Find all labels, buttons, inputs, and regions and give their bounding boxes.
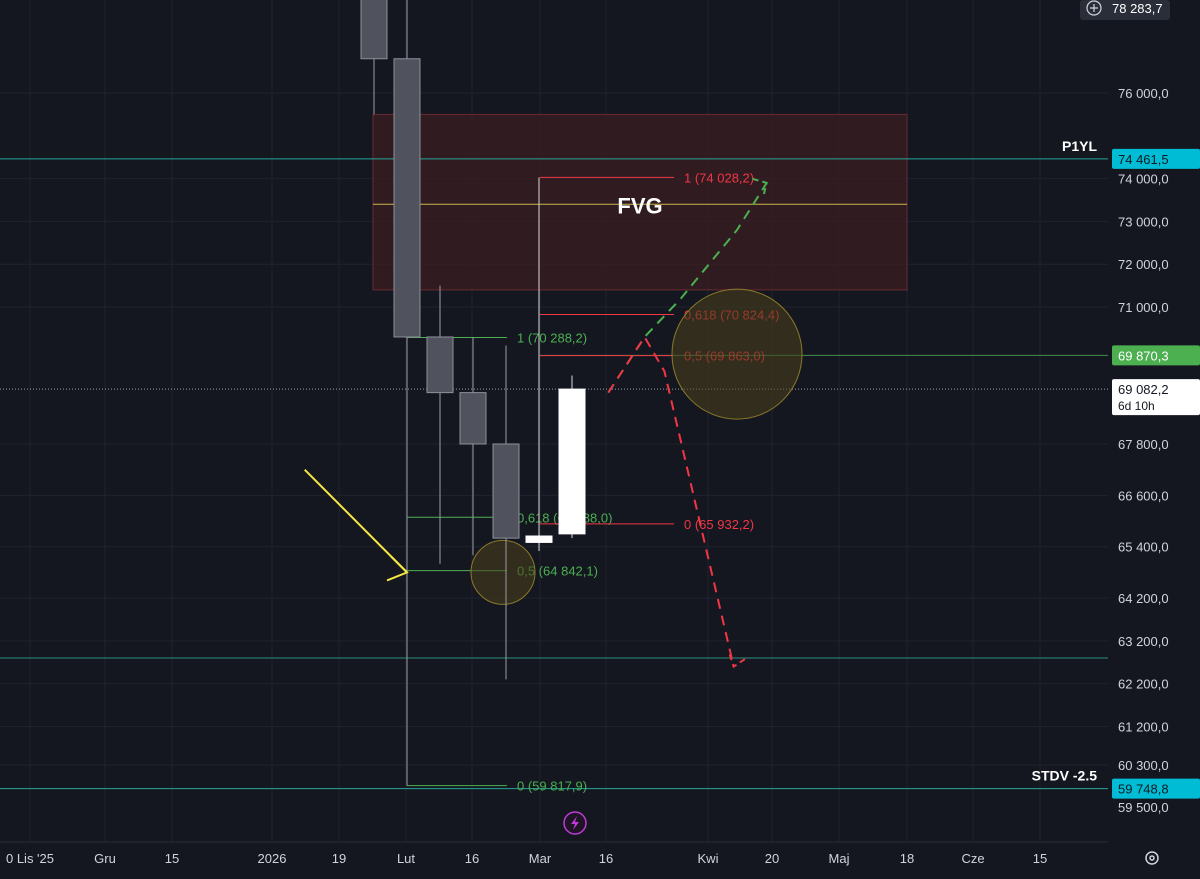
price-label-box-cyan: [1112, 148, 1200, 169]
price-tag-stdv-2.5: STDV -2.5: [1032, 768, 1098, 784]
price-labels-layer: 78 283,7 74 461,5 P1YL 69 870,3 69 082,2 6d 1…: [1032, 0, 1200, 799]
price-label-box-cyan: [1112, 778, 1200, 799]
x-tick-label: Mar: [529, 851, 552, 866]
y-tick-label: 72 000,0: [1118, 257, 1169, 272]
x-tick-label: 0 Lis '25: [6, 851, 54, 866]
bolt-shape: [571, 816, 579, 830]
fvg-zone: [372, 113, 908, 291]
lightning-icon[interactable]: [563, 811, 587, 835]
gear-center: [1149, 855, 1155, 861]
candle-body[interactable]: [492, 443, 520, 539]
y-tick-label: 76 000,0: [1118, 86, 1169, 101]
price-tag-p1yl: P1YL: [1062, 138, 1097, 154]
candle-body[interactable]: [525, 535, 553, 543]
candle-body[interactable]: [360, 0, 388, 60]
y-tick-label: 74 000,0: [1118, 172, 1169, 187]
top-price-label: 78 283,7: [1112, 1, 1163, 16]
x-tick-label: 19: [332, 851, 346, 866]
projection-red-head: [728, 654, 747, 669]
plus-shape: [1090, 4, 1098, 12]
fib-red-label: 0 (65 932,2): [684, 517, 754, 532]
arrow-layer: [303, 468, 409, 582]
projection-green: [607, 182, 768, 394]
candles-layer[interactable]: [360, 0, 586, 786]
price-label-box-green: [1112, 345, 1200, 366]
highlight-circle: [671, 288, 803, 420]
highlight-circle: [470, 539, 536, 605]
plus-circle-icon[interactable]: [1086, 0, 1102, 16]
y-tick-label: 71 000,0: [1118, 300, 1169, 315]
x-tick-label: 15: [1033, 851, 1047, 866]
x-axis-bg: [0, 842, 1200, 874]
top-price-box[interactable]: [1080, 0, 1170, 20]
fvg-layer: FVG: [372, 113, 908, 291]
x-tick-label: Lut: [397, 851, 415, 866]
fvg-label: FVG: [617, 193, 662, 218]
y-tick-label: 63 200,0: [1118, 634, 1169, 649]
projection-green-head: [752, 177, 768, 196]
circles-layer: [470, 288, 803, 605]
x-tick-label: 16: [599, 851, 613, 866]
yellow-arrow: [303, 468, 408, 574]
fib-red-label: 1 (74 028,2): [684, 170, 754, 185]
y-tick-label: 65 400,0: [1118, 540, 1169, 555]
price-label-value: 69 870,3: [1118, 348, 1169, 363]
y-tick-label: 73 000,0: [1118, 214, 1169, 229]
y-tick-label: 61 200,0: [1118, 719, 1169, 734]
x-tick-label: Gru: [94, 851, 116, 866]
x-tick-label: Maj: [829, 851, 850, 866]
x-tick-label: Cze: [961, 851, 984, 866]
x-tick-label: Kwi: [698, 851, 719, 866]
x-tick-label: 16: [465, 851, 479, 866]
price-label-value: 59 748,8: [1118, 782, 1169, 797]
fib-green-label: 0,5 (64 842,1): [517, 564, 598, 579]
projection-red: [607, 335, 735, 667]
fib-green-label: 1 (70 288,2): [517, 330, 587, 345]
price-label-value: 74 461,5: [1118, 152, 1169, 167]
x-tick-label: 15: [165, 851, 179, 866]
y-tick-label: 60 300,0: [1118, 758, 1169, 773]
y-tick-label: 67 800,0: [1118, 437, 1169, 452]
y-tick-label-partial: 59 500,0: [1118, 800, 1169, 815]
gear-icon[interactable]: [1145, 851, 1159, 865]
price-label-countdown: 6d 10h: [1118, 399, 1155, 413]
candle-body[interactable]: [426, 336, 454, 394]
y-tick-label: 62 200,0: [1118, 677, 1169, 692]
y-tick-label: 64 200,0: [1118, 591, 1169, 606]
y-axis[interactable]: 76 000,0 74 000,0 73 000,0 72 000,0 71 000,0…: [1108, 0, 1200, 874]
price-label-box-current: [1112, 379, 1200, 416]
x-axis[interactable]: 0 Lis '25 Gru 15 2026 19 Lut 16 Mar 16 Kwi 20 Maj 18…: [0, 811, 1200, 874]
candle-body[interactable]: [459, 392, 487, 445]
gear-ring: [1145, 851, 1159, 865]
x-tick-label: 20: [765, 851, 779, 866]
x-tick-label: 18: [900, 851, 914, 866]
x-tick-label: 2026: [258, 851, 287, 866]
fib-green-label: 0 (59 817,9): [517, 779, 587, 794]
plus-ring: [1086, 0, 1102, 16]
y-axis-bg: [1108, 0, 1200, 874]
y-tick-label: 66 600,0: [1118, 488, 1169, 503]
projection-layer: [607, 177, 768, 669]
price-label-value: 69 082,2: [1118, 382, 1169, 397]
candle-body[interactable]: [393, 58, 421, 338]
candle-body[interactable]: [558, 388, 586, 535]
yellow-arrow-head: [386, 555, 409, 582]
